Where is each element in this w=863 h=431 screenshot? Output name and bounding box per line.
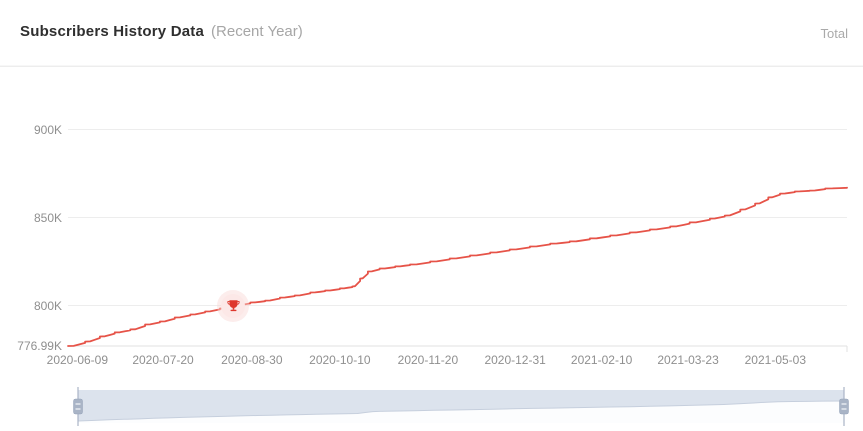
x-axis-tick-label: 2020-08-30 <box>221 353 283 367</box>
header-divider <box>0 65 863 67</box>
x-axis-tick-label: 2021-02-10 <box>570 353 633 367</box>
x-axis-tick-label: 2021-05-03 <box>744 353 807 367</box>
page-title: Subscribers History Data <box>20 23 205 40</box>
datazoom-right-handle[interactable] <box>839 398 849 415</box>
page-subtitle: (Recent Year) <box>211 23 303 40</box>
y-axis-tick-label: 800K <box>33 298 62 313</box>
x-axis-tick-label: 2020-06-09 <box>46 353 109 367</box>
y-axis-tick-label: 776.99K <box>17 339 62 353</box>
plot-area[interactable] <box>68 100 847 346</box>
x-axis-tick-label: 2020-07-20 <box>132 353 194 367</box>
x-axis-tick-label: 2021-03-23 <box>657 353 719 367</box>
milestone-marker[interactable] <box>221 293 246 318</box>
datazoom-left-handle[interactable] <box>73 398 83 415</box>
total-series-line[interactable] <box>67 186 848 347</box>
x-axis-tick-label: 2020-11-20 <box>397 353 459 367</box>
datazoom-shadow-line <box>77 400 845 422</box>
y-axis-tick-label: 900K <box>33 122 62 137</box>
card-header: Subscribers History Data (Recent Year) To… <box>0 0 863 67</box>
y-axis-tick-label: 850K <box>33 210 62 225</box>
x-axis-tick-label: 2020-10-10 <box>309 353 371 367</box>
legend-item-total[interactable]: Total <box>820 26 848 41</box>
x-axis-tick-label: 2020-12-31 <box>484 353 546 367</box>
trophy-icon <box>227 300 240 312</box>
